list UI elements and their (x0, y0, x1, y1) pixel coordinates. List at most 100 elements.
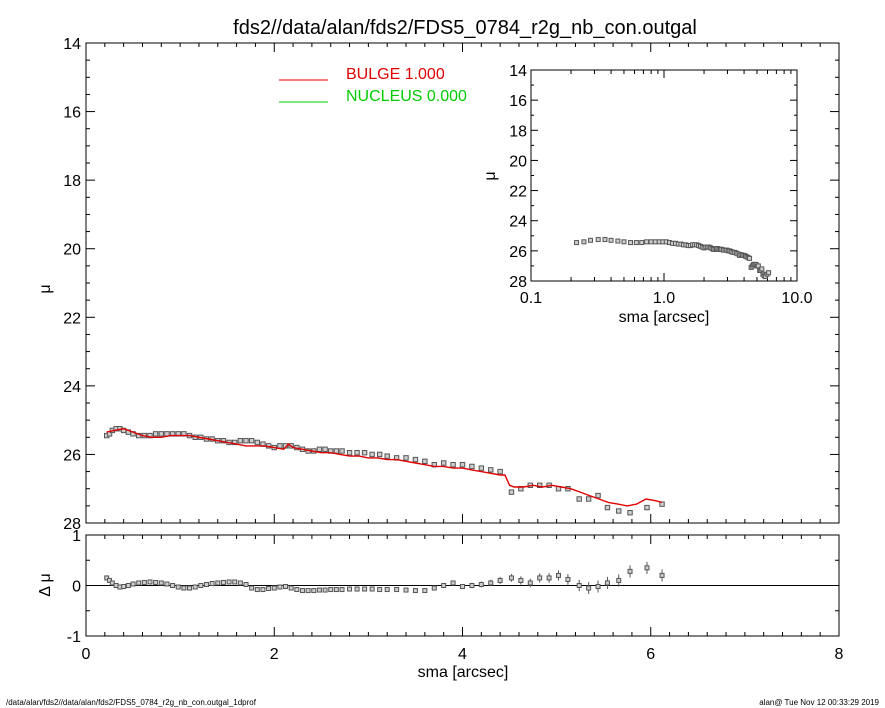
inset-x-axis-label: sma [arcsec] (619, 309, 710, 326)
residual-data-point (328, 587, 334, 593)
observed-data-point (147, 432, 153, 439)
residual-data-point (627, 568, 633, 574)
observed-data-point (450, 462, 456, 468)
inset-data-point (639, 240, 645, 246)
residual-x-tick-label: 8 (835, 646, 844, 663)
residual-data-point (616, 577, 622, 583)
residual-data-point (316, 587, 322, 593)
residual-data-point (322, 587, 328, 593)
observed-data-point (616, 508, 622, 514)
observed-data-point (384, 453, 390, 459)
residual-data-point (109, 580, 115, 586)
main-y-tick-label: 18 (63, 173, 81, 190)
residual-data-point (460, 584, 465, 590)
observed-data-point (339, 448, 345, 454)
observed-data-point (243, 438, 249, 444)
residual-data-point (450, 580, 456, 586)
residual-y-tick-label: 0 (72, 579, 81, 596)
observed-data-point (254, 439, 261, 446)
legend: BULGE 1.000 NUCLEUS 0.000 (279, 66, 467, 105)
observed-data-point (604, 504, 611, 511)
inset-data-point (602, 237, 608, 243)
observed-data-point (478, 465, 485, 471)
residual-data-point (537, 575, 543, 581)
residual-data-point (469, 583, 475, 588)
residual-data-point (339, 587, 345, 593)
inset-x-tick-label: 10.0 (781, 290, 812, 307)
residual-x-tick-label: 4 (458, 646, 467, 663)
inset-y-tick-label: 24 (509, 214, 527, 231)
observed-data-point (627, 510, 633, 516)
observed-data-point (536, 482, 543, 488)
observed-data-point (316, 446, 323, 452)
residual-data-point (121, 584, 127, 590)
main-y-tick-label: 22 (63, 310, 81, 327)
residual-data-point (299, 588, 305, 594)
residual-data-point (377, 587, 383, 593)
observed-data-point (237, 438, 244, 444)
residual-data-point (203, 581, 209, 587)
residual-data-point (311, 588, 317, 594)
inset-data-point (766, 270, 772, 276)
observed-data-point (322, 446, 328, 452)
inset-data-point (608, 237, 614, 243)
observed-data-point (595, 492, 601, 499)
residual-data-point (198, 583, 204, 588)
residual-data-point (288, 585, 294, 591)
inset-y-tick-label: 18 (509, 123, 527, 140)
main-y-tick-label: 24 (63, 379, 81, 396)
observed-data-point (422, 458, 428, 464)
residual-data-point (604, 580, 610, 586)
inset-y-tick-label: 14 (509, 63, 527, 80)
residual-data-point (170, 583, 176, 588)
residual-data-point (508, 575, 514, 581)
residual-x-tick-label: 2 (270, 646, 279, 663)
inset-data-point (621, 239, 627, 245)
residual-data-point (294, 587, 300, 593)
x-axis-label: sma [arcsec] (418, 664, 509, 681)
observed-data-point (346, 450, 353, 456)
main-y-tick-label: 14 (63, 36, 81, 53)
inset-data-point (574, 240, 580, 246)
residual-data-point (394, 587, 400, 593)
main-profile-panel: 14 16 18 20 22 24 26 28 μ (37, 36, 840, 533)
residual-data-point (125, 583, 131, 588)
inset-data-point (615, 238, 621, 244)
main-y-tick-label: 20 (63, 242, 81, 259)
residual-data-point (164, 581, 170, 587)
footer-timestamp: alan@ Tue Nov 12 00:33:29 2019 (759, 698, 879, 707)
observed-data-point (403, 455, 409, 461)
residual-data-point (232, 579, 238, 585)
residual-data-point (130, 581, 136, 587)
residual-y-tick-label: 1 (72, 528, 81, 545)
observed-data-point (277, 443, 283, 449)
observed-data-point (354, 450, 360, 456)
observed-data-point (644, 504, 650, 511)
residual-data-point (412, 588, 418, 594)
observed-data-point (369, 451, 375, 458)
observed-data-point (333, 448, 340, 454)
inset-y-tick-label: 26 (509, 244, 527, 261)
observed-data-point (440, 460, 447, 466)
residual-data-point (192, 584, 198, 590)
legend-label-0: BULGE 1.000 (346, 66, 445, 83)
residual-data-point (347, 586, 353, 592)
residual-data-point (369, 586, 375, 592)
inset-data-point (644, 239, 650, 245)
inset-y-tick-label: 22 (509, 184, 527, 201)
residual-x-tick-label: 0 (82, 646, 91, 663)
observed-data-point (232, 439, 238, 446)
residual-data-point (260, 587, 266, 593)
residual-data-point (488, 580, 494, 586)
residual-data-point (576, 583, 582, 588)
residual-data-point (136, 580, 142, 586)
observed-data-point (412, 456, 419, 463)
residual-data-point (215, 580, 221, 586)
residual-data-point (237, 580, 243, 586)
inset-data-point (648, 239, 654, 245)
main-y-tick-label: 26 (63, 447, 81, 464)
residual-data-point (153, 579, 159, 585)
bulge-model-line (106, 427, 663, 507)
